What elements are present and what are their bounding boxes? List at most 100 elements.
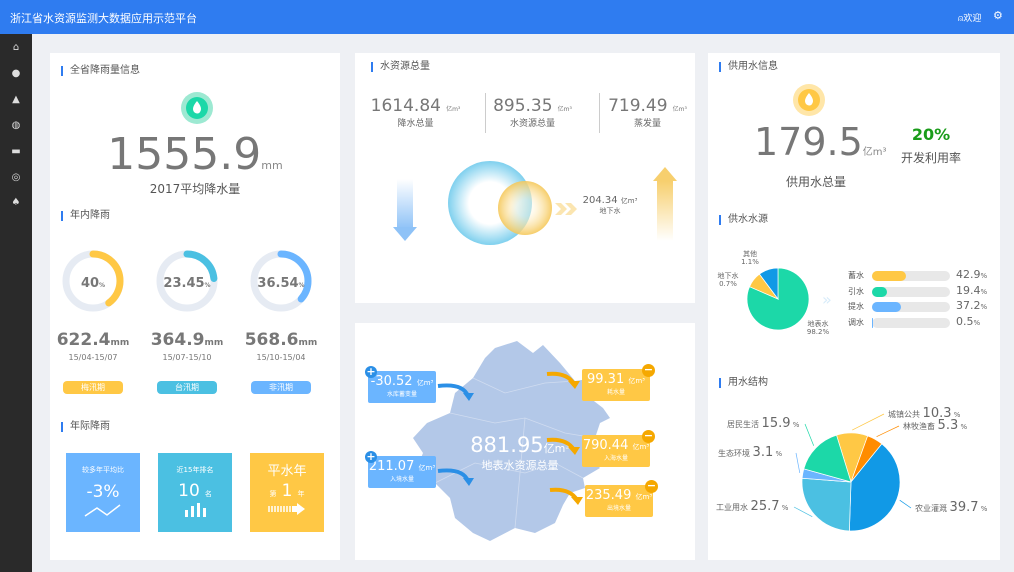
- resource-stat: 1614.84 亿m³ 降水总量: [370, 96, 461, 129]
- donut-percent: 23.45%: [163, 276, 211, 291]
- rain-down-arrow-icon: [393, 179, 417, 241]
- inflow-box: 211.07 亿m³ 入境水量: [368, 456, 436, 488]
- bar-fill: [872, 271, 906, 281]
- pie-slice: [758, 267, 779, 301]
- utilization-label: 开发利用率: [900, 151, 961, 165]
- tile-value: 10: [178, 481, 200, 501]
- donut-percent: 40%: [80, 276, 106, 291]
- resource-stat: 895.35 亿m³ 水资源总量: [493, 96, 572, 129]
- tile-rank: 近15年排名 10 名: [158, 453, 232, 532]
- outflow-box: 235.49 亿m³ 出境水量: [585, 485, 653, 517]
- gauge-icon[interactable]: ◎: [11, 172, 21, 183]
- water-cycle-graphic: [393, 161, 677, 245]
- surface-water-map-panel: 881.95亿m³ 地表水资源总量 -30.52 亿m³ 水库蓄变量 +211.07…: [355, 323, 695, 560]
- leader-line: [899, 499, 912, 509]
- outflow-box: 790.44 亿m³ 入海水量: [582, 435, 650, 467]
- section-title: 水资源总量: [371, 62, 430, 72]
- leader-line: [876, 425, 900, 438]
- section-title: 供水水源: [719, 215, 768, 225]
- water-use-pie: 城镇公共 10.3 %林牧渔畜 5.3 % 农业灌溉 39.7 % 工业用水 25.…: [716, 406, 988, 532]
- bar-label: 调水: [848, 317, 864, 327]
- bar-track: [872, 286, 950, 297]
- period-range: 15/10-15/04: [256, 353, 306, 362]
- use-label: 居民生活 15.9 %: [727, 416, 800, 431]
- source-label: 其他: [743, 249, 757, 258]
- rainfall-label: 2017平均降水量: [149, 182, 241, 196]
- minus-icon: −: [642, 429, 655, 443]
- inflow-arrow-icon: [437, 468, 470, 482]
- ship-icon[interactable]: ♠: [11, 197, 21, 208]
- water-drop-icon: [181, 92, 213, 124]
- tile-value: 1: [281, 481, 293, 501]
- plus-icon: +: [365, 450, 377, 463]
- rainfall-total: 1555.9mm: [107, 129, 283, 180]
- use-label: 工业用水 25.7 %: [716, 499, 789, 514]
- groundwater-label: 地下水: [599, 207, 621, 215]
- app-title: 浙江省水资源监测大数据应用示范平台: [10, 12, 197, 25]
- pie-slice: [803, 434, 852, 483]
- bar-value: 42.9%: [956, 268, 988, 281]
- flow-arrows: [437, 371, 583, 505]
- period-value: 568.6mm: [244, 330, 318, 350]
- welcome-label: 欢迎: [963, 14, 982, 24]
- use-label: 生态环境 3.1 %: [718, 445, 782, 460]
- tile-value: -3%: [86, 482, 120, 502]
- pie-slice: [746, 267, 810, 331]
- factory-icon[interactable]: ▬: [11, 146, 21, 157]
- chevrons-icon: [555, 203, 577, 215]
- water-drop-icon[interactable]: ●: [11, 68, 21, 79]
- bar-value: 37.2%: [956, 299, 988, 312]
- source-pct: 0.7%: [719, 280, 737, 288]
- donut-progress: [62, 250, 124, 312]
- inflow-box: -30.52 亿m³ 水库蓄变量: [368, 371, 436, 403]
- bar-fill: [872, 317, 874, 328]
- bar-track: [872, 271, 950, 281]
- globe-icon[interactable]: ◍: [11, 120, 21, 131]
- leader-line: [852, 413, 885, 431]
- tile-suffix: 年: [297, 490, 305, 498]
- leader-line: [793, 506, 813, 518]
- source-pct: 98.2%: [807, 328, 830, 336]
- gear-icon[interactable]: ⚙: [993, 9, 1003, 22]
- unit: 亿m³: [543, 442, 570, 455]
- chevron-right-icon: »: [822, 290, 832, 309]
- groundwater-stat: 204.34 亿m³ 地下水: [575, 195, 645, 216]
- source-pct: 1.1%: [741, 258, 759, 266]
- use-label: 林牧渔畜 5.3 %: [903, 418, 967, 433]
- top-header: 浙江省水资源监测大数据应用示范平台 ⍝欢迎 ⚙: [0, 0, 1014, 34]
- tile-suffix: 名: [204, 490, 212, 498]
- utilization-rate: 20%: [911, 125, 951, 144]
- bar-value: 0.5%: [956, 314, 981, 328]
- section-title: 年际降雨: [61, 422, 110, 432]
- bar-chart-icon: [185, 503, 206, 517]
- lab-flask-icon[interactable]: ▲: [12, 94, 20, 105]
- period-range: 15/04-15/07: [68, 353, 118, 362]
- welcome-link[interactable]: ⍝欢迎: [958, 11, 981, 24]
- period-value: 364.9mm: [150, 330, 224, 350]
- period-tag[interactable]: 非汛期: [251, 381, 311, 394]
- bar-fill: [872, 302, 902, 312]
- period-value: 622.4mm: [56, 330, 130, 350]
- home-icon[interactable]: ⌂: [12, 42, 20, 53]
- groundwater-circle: [498, 181, 552, 235]
- use-label: 农业灌溉 39.7 %: [915, 500, 988, 515]
- pie-slice: [849, 443, 901, 532]
- tile-prefix: 第: [269, 490, 277, 498]
- source-label: 地表水: [808, 319, 829, 328]
- period-tag[interactable]: 梅汛期: [63, 381, 123, 394]
- tile-label: 近15年排名: [176, 466, 214, 474]
- arrow-right-icon: [268, 503, 305, 515]
- period-tag[interactable]: 台汛期: [157, 381, 217, 394]
- divider: [599, 93, 600, 133]
- divider: [485, 93, 486, 133]
- section-title: 供用水信息: [719, 62, 778, 72]
- center-value: 881.95: [470, 433, 544, 457]
- minus-icon: −: [645, 479, 658, 493]
- water-drop-icon: [793, 84, 825, 116]
- rainfall-panel: 全省降雨量信息 1555.9mm 2017平均降水量 年内降雨 40% 622.4…: [50, 53, 340, 560]
- surface-water-total: 881.95亿m³ 地表水资源总量: [445, 433, 595, 473]
- tile-year-type: 平水年 第 1 年: [250, 453, 324, 532]
- period-range: 15/07-15/10: [162, 353, 212, 362]
- minus-icon: −: [642, 363, 655, 377]
